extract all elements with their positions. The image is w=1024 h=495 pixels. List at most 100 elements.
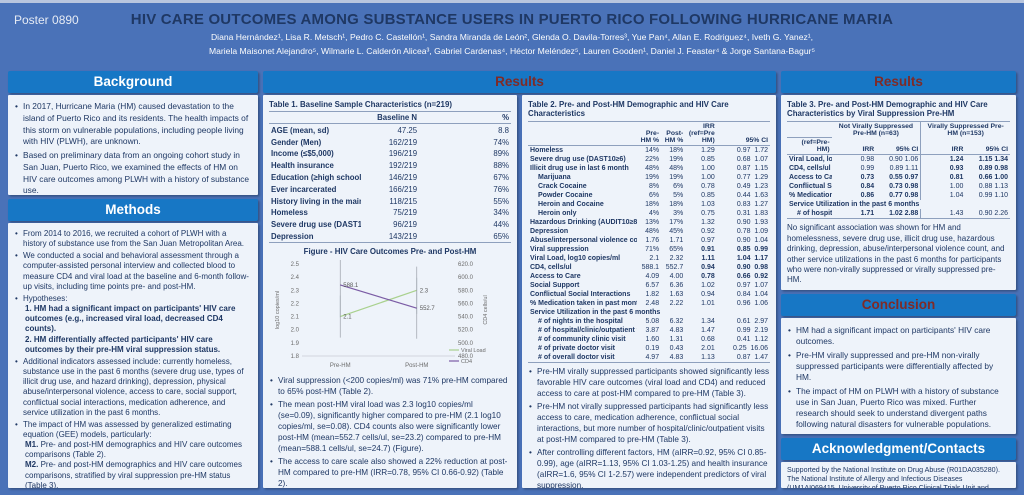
bullet-item: In 2017, Hurricane Maria (HM) caused dev… xyxy=(14,101,252,148)
table-row: Heroin and Cocaine 18% 18% 1.03 0.83 1.27 xyxy=(538,200,768,208)
results-heading-mid: Results xyxy=(263,71,776,93)
bullet-item: Viral suppression (<200 copies/ml) was 7… xyxy=(269,376,511,398)
table-row: CD4, cells/ul 588.1 552.7 0.94 0.90 0.98 xyxy=(530,263,768,271)
table2-col-ci: 95% CI xyxy=(716,120,770,146)
results-heading-right: Results xyxy=(781,71,1016,93)
authors-line-1: Diana Hernández¹, Lisa R. Metsch¹, Pedro… xyxy=(210,32,814,42)
table1-header: Baseline N % xyxy=(269,111,511,125)
svg-text:2.3: 2.3 xyxy=(419,289,428,295)
table-row: CD4, cells/ul 0.99 0.89 1.11 0.93 0.89 0.98 xyxy=(789,164,1008,174)
table-row: Illicit drug use in last 6 month 48% 48% 1.… xyxy=(530,164,768,172)
table-row: # of hospital/clinic/outpatient visit3.8… xyxy=(538,326,768,334)
left-column: Background In 2017, Hurricane Maria (HM)… xyxy=(8,71,258,488)
table3-ref-label: (ref=Pre-HM) xyxy=(787,137,832,156)
conclusion-panel: HM had a significant impact on participa… xyxy=(781,317,1016,435)
table-row: # of private doctor visit 0.19 0.43 2.01 0.2… xyxy=(538,344,768,352)
table-row: Income (≤$5,000) 196/219 89% xyxy=(271,149,509,159)
table-row: # of hospital/clinic/outpatient visit1.7… xyxy=(787,209,1010,220)
table-row: Service Utilization in the past 6 months xyxy=(789,201,920,209)
text-block: From 2014 to 2016, we recruited a cohort… xyxy=(14,229,252,249)
text-block: The impact of HM was assessed by general… xyxy=(14,420,252,440)
table-row: Viral Load, log10 copies/ml0.980.90 1.06… xyxy=(789,154,1008,165)
svg-text:500.0: 500.0 xyxy=(458,341,474,347)
results-left-panel: Table 1. Baseline Sample Characteristics… xyxy=(263,95,517,488)
table-row: Crack Cocaine 8% 6% 0.78 0.49 1.23 xyxy=(538,182,768,190)
table-row: Heroin only 4% 3% 0.75 0.31 1.83 xyxy=(538,209,768,217)
middle-column: Results Table 1. Baseline Sample Charact… xyxy=(263,71,776,488)
svg-text:CD4: CD4 xyxy=(461,359,472,365)
results-subrow: Table 1. Baseline Sample Characteristics… xyxy=(263,95,776,488)
svg-text:580.0: 580.0 xyxy=(458,289,474,295)
table-row: Homeless 75/219 34% xyxy=(271,208,509,218)
bullet-item: The access to care scale also showed a 2… xyxy=(269,457,511,488)
svg-text:552.7: 552.7 xyxy=(419,307,435,313)
authors-line-2: Mariela Maisonet Alejandro⁵, Wilmarie L.… xyxy=(208,46,816,56)
table-row: Conflictual Social Interactions 1.82 1.63 0… xyxy=(530,290,768,298)
figure-bullets: Viral suppression (<200 copies/ml) was 7… xyxy=(269,376,511,488)
table3-sub-irr-2: IRR xyxy=(920,137,966,156)
table1-col-percent: % xyxy=(419,111,511,125)
table3-corner xyxy=(787,120,832,139)
table3: Not Virally Suppressed Pre-HM (n=63) Vir… xyxy=(787,120,1010,220)
table3-panel: Table 3. Pre- and Post-HM Demographic an… xyxy=(781,95,1016,290)
table-row: # of nights in the hospital 5.08 6.32 1.34 0… xyxy=(538,317,768,325)
table-row: Ever incarcerated 166/219 76% xyxy=(271,184,509,194)
bullet-item: Pre-HM virally suppressed and pre-HM non… xyxy=(787,350,1010,383)
table-row: Depression 48% 45% 0.92 0.78 1.09 xyxy=(530,227,768,235)
table1-body: AGE (mean, sd) 47.25 8.8 Gender (Men) 162/21… xyxy=(269,124,511,244)
table3-sub-irr-1: IRR xyxy=(831,137,877,156)
bullet-item: HM had a significant impact on participa… xyxy=(787,325,1010,347)
svg-text:2.0: 2.0 xyxy=(290,328,299,334)
text-block: We conducted a social and behavioral ass… xyxy=(14,251,252,292)
svg-text:CD4 cells/ul: CD4 cells/ul xyxy=(483,296,489,325)
table-row: Health insurance 192/219 88% xyxy=(271,161,509,171)
svg-text:540.0: 540.0 xyxy=(458,315,474,321)
bullet-item: Based on preliminary data from an ongoin… xyxy=(14,150,252,195)
table3-title: Table 3. Pre- and Post-HM Demographic an… xyxy=(787,100,988,119)
support-text: Supported by the National Institute on D… xyxy=(787,466,1000,488)
svg-text:588.1: 588.1 xyxy=(343,283,359,289)
table3-body: Viral Load, log10 copies/ml0.980.90 1.06… xyxy=(787,154,1010,220)
text-block: Hypotheses: xyxy=(14,294,252,304)
table-row: Education (≥high school) 146/219 67% xyxy=(271,173,509,182)
bullet-item: Pre-HM virally suppressed participants s… xyxy=(528,367,770,400)
table-row: Gender (Men) 162/219 74% xyxy=(271,137,509,147)
table2: Pre-HM % Post-HM % IRR (ref=Pre HM) 95% … xyxy=(528,120,770,363)
svg-text:Post-HM: Post-HM xyxy=(405,363,428,369)
table3-group-suppressed: Virally Suppressed Pre-HM (n=153) xyxy=(920,120,1010,138)
svg-text:620.0: 620.0 xyxy=(458,262,474,268)
svg-text:2.1: 2.1 xyxy=(343,315,352,321)
table3-header: Not Virally Suppressed Pre-HM (n=63) Vir… xyxy=(787,120,1010,156)
results-right-panel: Table 2. Pre- and Post-HM Demographic an… xyxy=(522,95,776,488)
table-row: Marijuana 19% 19% 1.00 0.77 1.29 xyxy=(538,173,768,181)
table3-note: No significant association was shown for… xyxy=(787,223,1005,285)
table-row: Hazardous Drinking (AUDIT10≥8) 13% 17% 1.32… xyxy=(530,218,768,226)
table2-col-irr: IRR (ref=Pre HM) xyxy=(685,120,717,146)
table-row: Abuse/interpersonal violence count 1.76 1.… xyxy=(530,236,768,244)
figure-title: Figure - HIV Care Outcomes Pre- and Post… xyxy=(303,247,477,257)
svg-text:560.0: 560.0 xyxy=(458,302,474,308)
poster-columns: Background In 2017, Hurricane Maria (HM)… xyxy=(8,71,1016,488)
table-row: Access to Care 4.09 4.00 0.78 0.66 0.92 xyxy=(530,272,768,280)
table-row: Social Support 6.57 6.36 1.02 0.97 1.07 xyxy=(530,281,768,289)
bullet-item: The mean post-HM viral load was 2.3 log1… xyxy=(269,400,511,455)
table2-body: Homeless 14% 18% 1.29 0.97 1.72 Severe drug u… xyxy=(528,145,770,363)
table-row: Access to Care0.730.55 0.970.810.66 1.00 xyxy=(789,173,1008,183)
table2-col-post: Post-HM % xyxy=(661,120,686,146)
svg-text:1.9: 1.9 xyxy=(290,341,299,347)
table3-group-not-suppressed: Not Virally Suppressed Pre-HM (n=63) xyxy=(831,120,921,138)
acknowledgment-panel: Supported by the National Institute on D… xyxy=(781,462,1016,488)
line-chart-svg: 1.8 1.9 2.0 2.1 2.2 2.3 2.4 2.5 480.0 500.0 520.0 5… xyxy=(275,260,489,369)
svg-text:520.0: 520.0 xyxy=(458,328,474,334)
svg-text:2.2: 2.2 xyxy=(290,302,299,308)
table1-col-baseline-n: Baseline N xyxy=(360,111,420,125)
table2-header: Pre-HM % Post-HM % IRR (ref=Pre HM) 95% … xyxy=(528,120,770,146)
table2-col-label xyxy=(528,120,637,146)
text-block: M2. Pre- and post-HM demographics and HI… xyxy=(25,460,242,488)
table-row: # of overall doctor visit 4.97 4.83 1.13 0.8… xyxy=(528,352,770,363)
table2-bullets: Pre-HM virally suppressed participants s… xyxy=(528,367,770,488)
svg-text:2.4: 2.4 xyxy=(290,275,299,281)
conclusion-heading: Conclusion xyxy=(781,293,1016,316)
acknowledgment-heading: Acknowledgment/Contacts xyxy=(781,438,1016,461)
